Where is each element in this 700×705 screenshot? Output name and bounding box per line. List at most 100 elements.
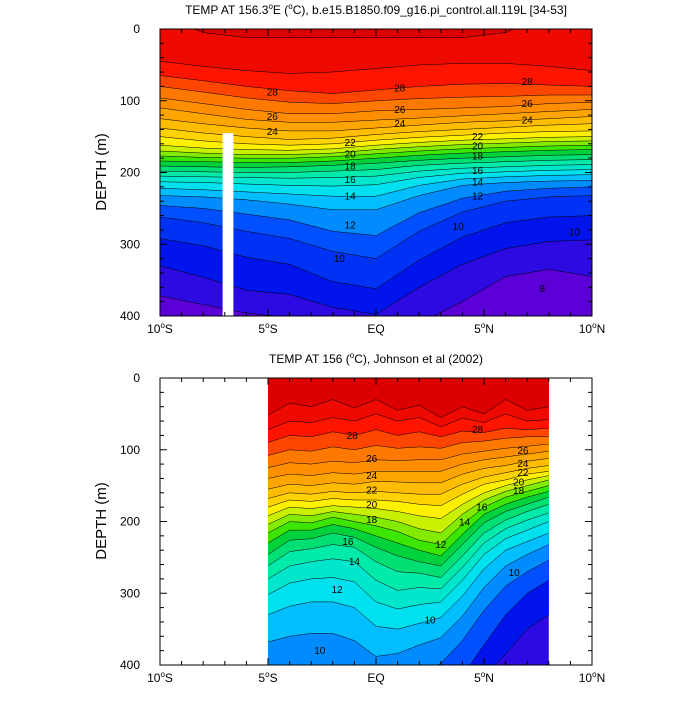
bottom-contour-label: 20	[366, 500, 378, 511]
bottom-contour-line-25	[267, 450, 549, 479]
bottom-contour-label: 20	[513, 478, 525, 489]
bottom-contour-label: 10	[424, 615, 436, 626]
top-y-tick-label: 0	[133, 22, 140, 36]
bottom-contour-line-12	[267, 544, 549, 657]
bottom-contour-label: 14	[459, 518, 471, 529]
top-y-axis-label: DEPTH (m)	[93, 133, 110, 211]
bottom-x-tick-label: 5oN	[474, 670, 494, 685]
bottom-contour-line-19	[267, 485, 549, 545]
bottom-y-tick-label: 400	[120, 658, 140, 672]
bottom-contour-label: 22	[366, 485, 378, 496]
top-y-tick-label: 200	[120, 166, 140, 180]
bottom-contour-line-28	[267, 427, 549, 443]
top-panel-title: TEMP AT 156.3oE (oC), b.e15.B1850.f09_g1…	[185, 2, 567, 17]
bottom-contour-label: 28	[347, 431, 359, 442]
bottom-contour-label: 16	[342, 537, 354, 548]
top-contour-label: 28	[394, 83, 406, 94]
bottom-contour-label: 18	[366, 515, 378, 526]
top-y-tick-label: 100	[120, 94, 140, 108]
bottom-contour-label: 12	[332, 585, 344, 596]
top-contour-label: 26	[522, 99, 534, 110]
bottom-x-tick-label: 10oS	[147, 670, 173, 685]
bottom-contour-label: 12	[435, 540, 447, 551]
top-contour-line-24	[160, 116, 592, 132]
bottom-contour-label: 14	[349, 557, 361, 568]
bottom-contour-lines	[267, 399, 549, 665]
top-contour-line-27	[160, 86, 592, 104]
bottom-x-tick-label: 10oN	[579, 670, 605, 685]
top-x-tick-label: 5oN	[474, 321, 494, 336]
top-contour-line-28.5	[160, 61, 592, 74]
top-x-tick-label: 10oN	[579, 321, 605, 336]
bottom-contour-label: 16	[476, 503, 488, 514]
top-fill-level-28.5	[160, 29, 592, 74]
top-contour-label: 24	[522, 116, 534, 127]
bottom-contour-line-10	[469, 580, 549, 665]
top-x-tick-label: 5oS	[258, 321, 277, 336]
bottom-x-tick-label: 5oS	[258, 670, 277, 685]
bottom-axes: 10oS 5oS EQ 5oN 10oN 0 100 200 300 400	[120, 371, 605, 685]
top-missing-data-band	[222, 133, 234, 316]
bottom-contour-line-9	[494, 614, 549, 665]
top-contour-label: 18	[472, 152, 484, 163]
top-contour-label: 10	[453, 222, 465, 233]
top-contour-label: 24	[394, 119, 406, 130]
top-y-tick-label: 300	[120, 237, 140, 251]
bottom-contour-label: 24	[366, 471, 378, 482]
top-contour-label: 16	[345, 175, 357, 186]
bottom-contour-label: 10	[509, 568, 521, 579]
bottom-contour-line-20	[267, 479, 549, 534]
bottom-contour-line-18	[267, 491, 549, 557]
top-contour-line-26	[160, 97, 592, 114]
bottom-contour-line-11	[436, 559, 549, 665]
top-contour-label: 20	[472, 142, 484, 153]
bottom-y-tick-label: 300	[120, 586, 140, 600]
bottom-contour-label: 24	[517, 459, 529, 470]
bottom-y-tick-label: 200	[120, 515, 140, 529]
bottom-contour-line-17	[267, 496, 549, 567]
bottom-panel: TEMP AT 156 (oC), Johnson et al (2002) 2…	[93, 351, 605, 685]
top-contour-label: 10	[334, 254, 346, 265]
bottom-contour-line-27	[267, 436, 549, 456]
bottom-contour-label: 28	[472, 425, 484, 436]
bottom-contour-label: 10	[314, 646, 326, 657]
top-contour-label: 28	[267, 88, 279, 99]
bottom-contour-label: 22	[517, 468, 529, 479]
top-contour-label: 22	[345, 138, 357, 149]
top-contour-label: 26	[267, 112, 279, 123]
bottom-x-tick-label: EQ	[367, 671, 384, 685]
bottom-contour-line-15	[267, 512, 549, 591]
top-contour-label: 12	[345, 220, 357, 231]
top-x-tick-label: EQ	[367, 322, 384, 336]
top-contour-label: 14	[345, 192, 357, 203]
top-contour-label: 16	[472, 166, 484, 177]
bottom-panel-title: TEMP AT 156 (oC), Johnson et al (2002)	[269, 351, 483, 366]
bottom-contour-label: 26	[517, 446, 529, 457]
bottom-contour-label: 18	[513, 486, 525, 497]
top-contour-label: 14	[472, 177, 484, 188]
bottom-contour-line-14	[267, 521, 549, 610]
top-contour-label: 12	[472, 192, 484, 203]
bottom-contour-labels: 2828262624242222202018181616141412121010…	[314, 425, 529, 657]
top-contour-label: 28	[522, 77, 534, 88]
bottom-contour-line-28.5	[267, 413, 549, 430]
top-contour-label: 8	[540, 284, 546, 295]
bottom-y-tick-label: 0	[133, 371, 140, 385]
top-contour-label: 22	[472, 132, 484, 143]
top-panel: TEMP AT 156.3oE (oC), b.e15.B1850.f09_g1…	[93, 2, 605, 336]
bottom-contour-line-22	[267, 471, 549, 508]
top-contour-label: 18	[345, 162, 357, 173]
bottom-contour-line-29	[267, 399, 549, 418]
bottom-contour-line-21	[267, 475, 549, 519]
top-y-tick-label: 400	[120, 309, 140, 323]
bottom-contour-label: 26	[366, 454, 378, 465]
top-axes: 10oS 5oS EQ 5oN 10oN 0 100 200 300 400	[120, 22, 605, 336]
bottom-contour-line-13	[267, 532, 549, 630]
bottom-fill-level-29	[268, 378, 549, 418]
bottom-contour-line-23	[267, 465, 549, 499]
bottom-contour-line-16	[267, 504, 549, 578]
top-contour-label: 24	[267, 127, 279, 138]
bottom-y-axis-label: DEPTH (m)	[93, 482, 110, 560]
